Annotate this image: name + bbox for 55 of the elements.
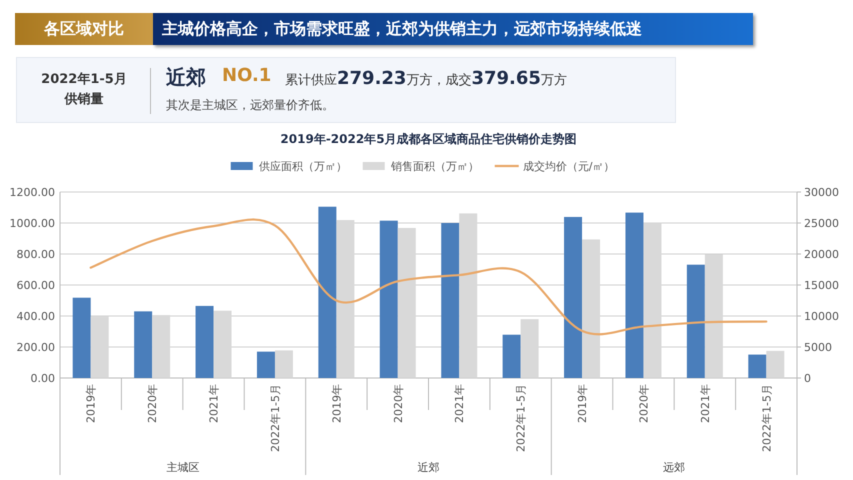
text: 累计供应279.23万方，成交379.65万方 [285,68,567,89]
x-tick-label: 2021年 [208,384,221,423]
y-tick-label: 1000.00 [10,217,55,230]
text: 近郊 [166,64,206,91]
y-tick-label: 600.00 [16,279,55,292]
legend-label: 供应面积（万㎡） [258,160,347,173]
text: 其次是主城区，远郊量价齐低。 [166,97,334,114]
x-tick-label: 2019年 [84,384,98,423]
y2-tick-label: 20000 [804,248,839,261]
x-tick-label: 2021年 [453,384,466,423]
x-tick-label: 2020年 [637,384,650,423]
y-tick-label: 800.00 [16,248,55,261]
y-tick-label: 1200.00 [10,186,55,199]
bar [256,352,275,378]
bar [196,306,214,378]
bar [72,298,91,378]
legend-label: 销售面积（万㎡） [390,160,479,173]
x-tick-label: 2019年 [576,384,590,423]
bar [134,311,152,378]
bar [748,354,766,378]
bar [625,212,644,378]
text: 供销量 [63,91,104,108]
x-tick-label: 2022年1-5月 [514,384,528,452]
x-tick-label: 2021年 [698,384,712,423]
bar [441,223,460,378]
text: NO.1 [222,65,272,86]
bar [274,350,293,378]
bar [380,220,398,378]
x-tick-label: 2022年1-5月 [268,384,282,452]
x-tick-label: 2022年1-5月 [760,384,774,452]
legend-label: 成交均价（元/㎡） [522,160,614,173]
y-tick-label: 200.00 [16,341,55,354]
y2-tick-label: 0 [804,372,811,385]
text: 各区域对比 [15,13,153,45]
y2-tick-label: 5000 [804,341,832,354]
text: 主城区 [166,461,200,474]
x-tick-label: 2020年 [146,384,160,423]
text: 2022年1-5月 [40,71,128,88]
bar [564,216,582,378]
y2-tick-label: 15000 [804,279,839,292]
text: 近郊 [418,461,440,474]
y-tick-label: 0.00 [30,372,55,385]
bar [318,206,336,378]
bar [766,350,784,378]
y2-tick-label: 30000 [804,186,839,199]
chart-title: 2019年-2022年5月成都各区域商品住宅供销价走势图 [280,132,577,146]
x-tick-label: 2019年 [330,384,344,423]
bar [502,334,521,378]
y2-tick-label: 10000 [804,310,839,323]
bar [686,264,705,378]
text: 远郊 [663,461,686,474]
y-tick-label: 400.00 [16,310,55,323]
text: 主城价格高企，市场需求旺盛，近郊为供销主力，远郊市场持续低迷 [162,18,643,40]
y2-tick-label: 25000 [804,217,839,230]
x-tick-label: 2020年 [392,384,405,423]
